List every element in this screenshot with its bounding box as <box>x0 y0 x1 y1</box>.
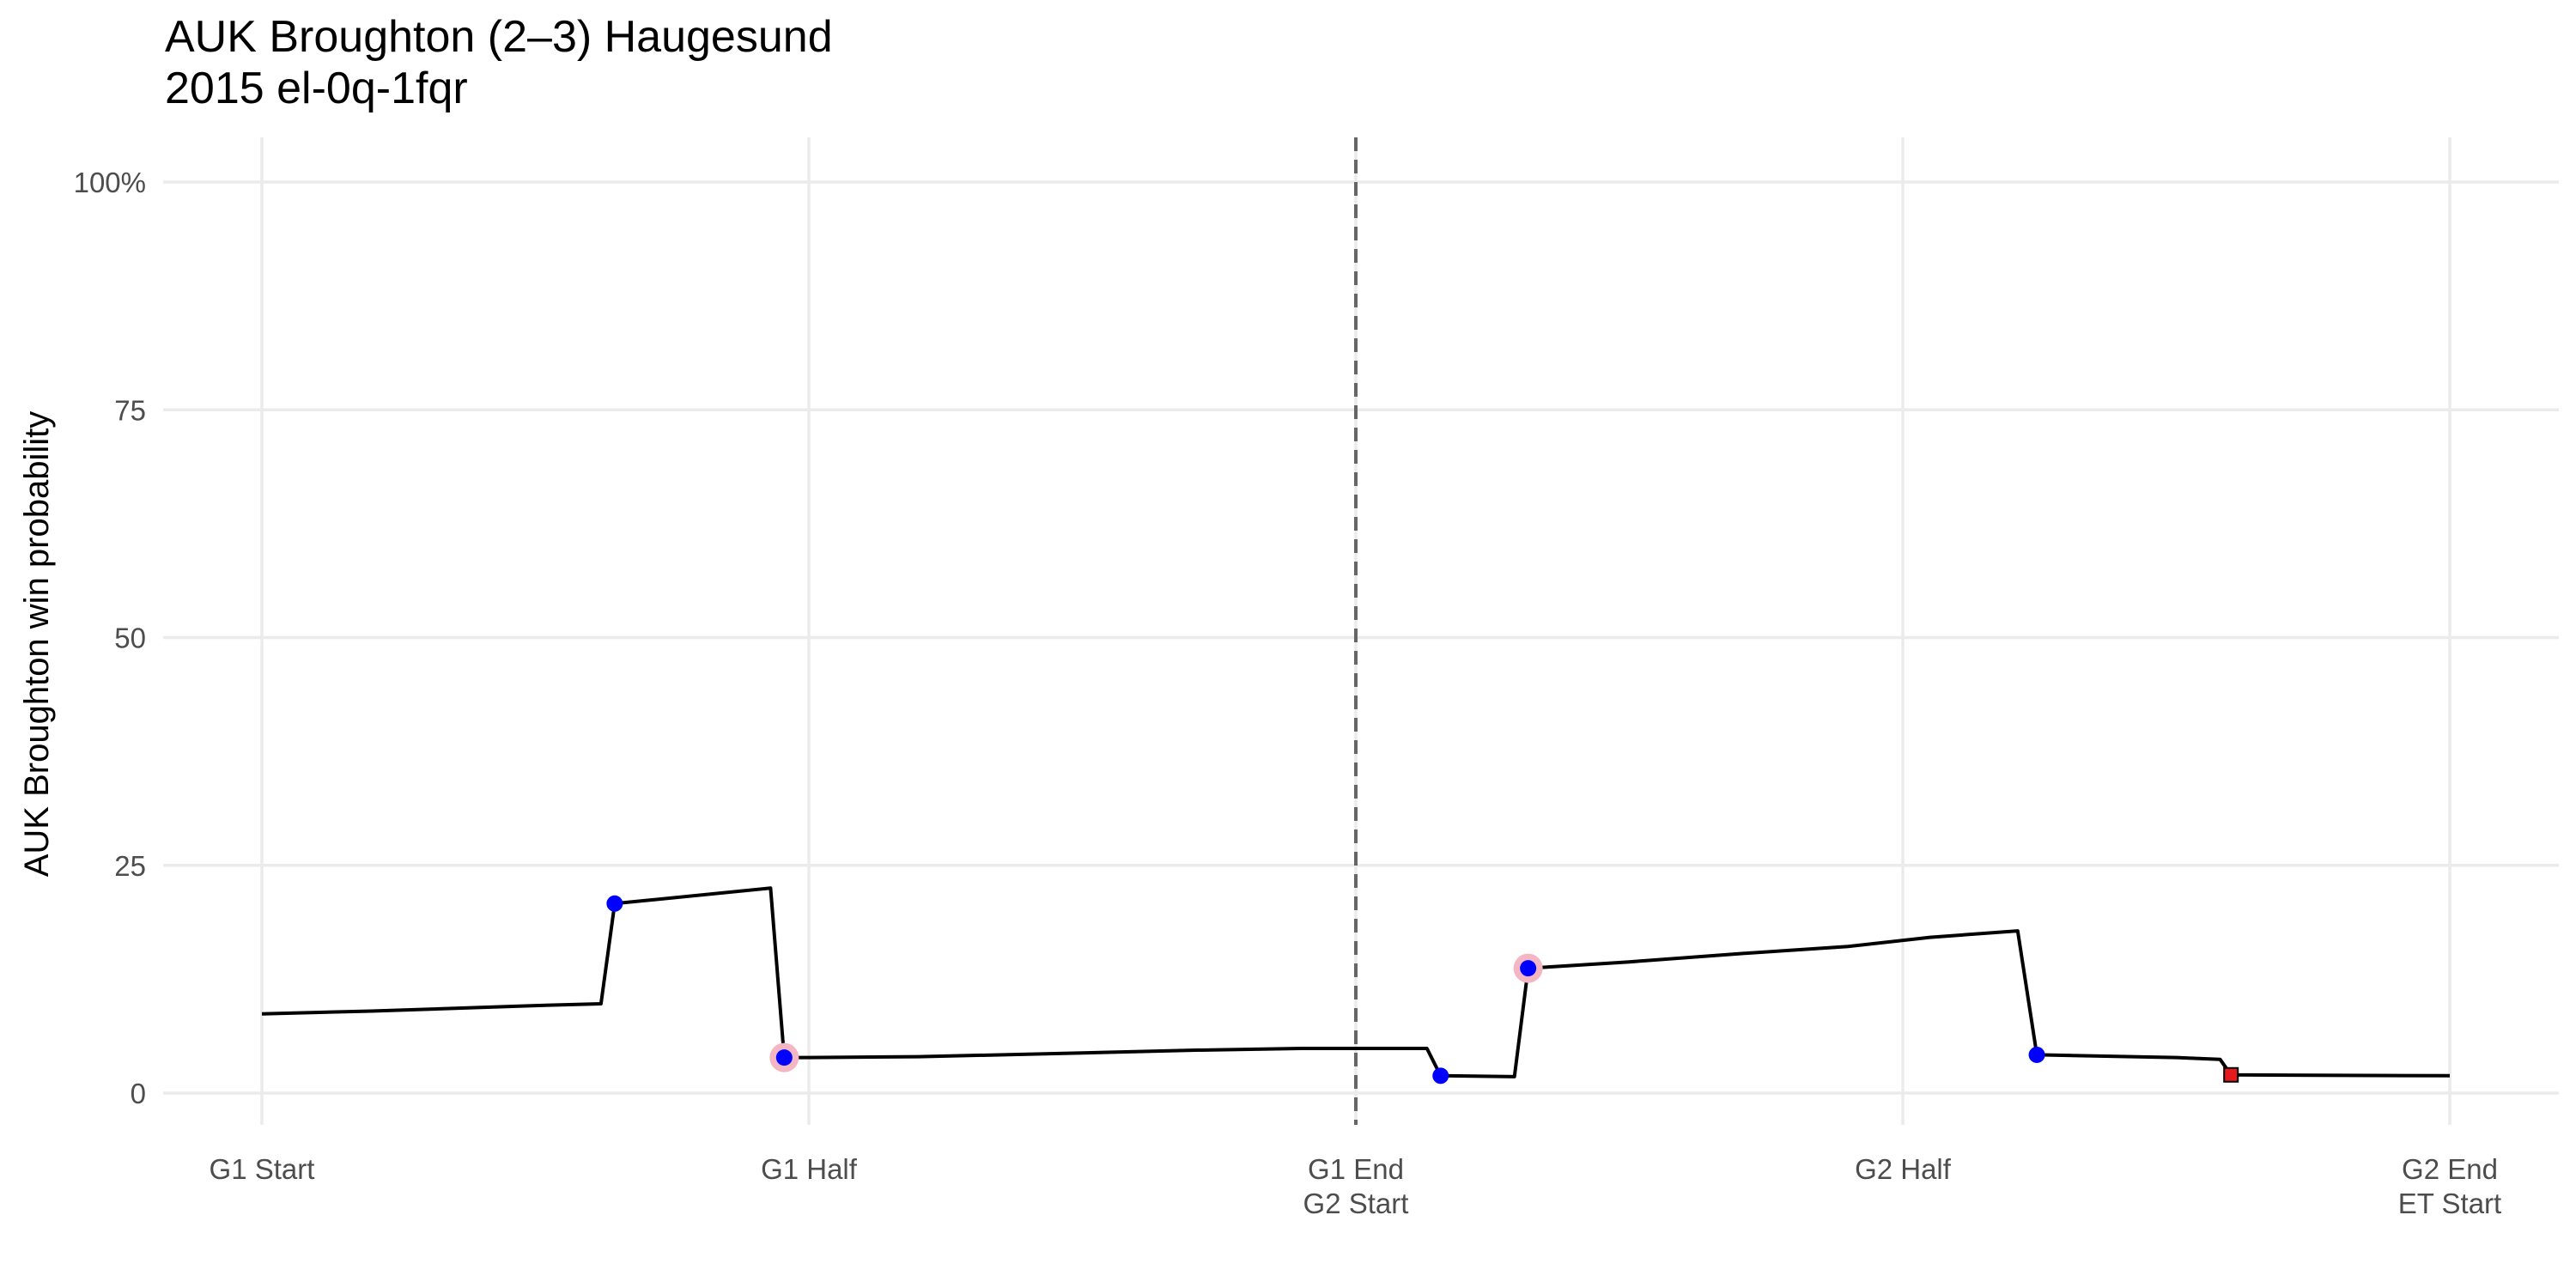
x-tick-label: G1 Start <box>210 1153 315 1185</box>
y-tick-label: 75 <box>114 394 146 426</box>
x-tick-label: G1 End <box>1308 1153 1404 1185</box>
y-axis-ticks: 0 25 50 75 100% <box>74 167 146 1109</box>
goal-marker <box>606 895 623 912</box>
y-tick-label: 25 <box>114 850 146 882</box>
y-axis-label: AUK Broughton win probability <box>18 411 56 878</box>
x-tick-label: G2 Start <box>1303 1188 1409 1219</box>
win-probability-line <box>261 886 2451 1078</box>
chart-title: AUK Broughton (2–3) Haugesund <box>165 12 833 62</box>
goal-marker <box>1520 960 1537 977</box>
goal-marker <box>2028 1046 2045 1063</box>
red-card-marker <box>2223 1066 2239 1083</box>
goal-marker <box>1432 1067 1449 1084</box>
x-tick-label: G2 Half <box>1855 1153 1952 1185</box>
y-tick-label: 0 <box>131 1078 146 1109</box>
y-tick-label: 50 <box>114 623 146 654</box>
x-tick-label: G1 Half <box>761 1153 858 1185</box>
chart-subtitle: 2015 el-0q-1fqr <box>165 64 468 113</box>
y-tick-label: 100% <box>74 167 146 198</box>
grid <box>163 137 2559 1125</box>
x-tick-label: ET Start <box>2398 1188 2501 1219</box>
event-markers <box>606 895 2239 1084</box>
series <box>261 886 2451 1078</box>
x-tick-label: G2 End <box>2402 1153 2498 1185</box>
goal-marker <box>775 1049 793 1066</box>
